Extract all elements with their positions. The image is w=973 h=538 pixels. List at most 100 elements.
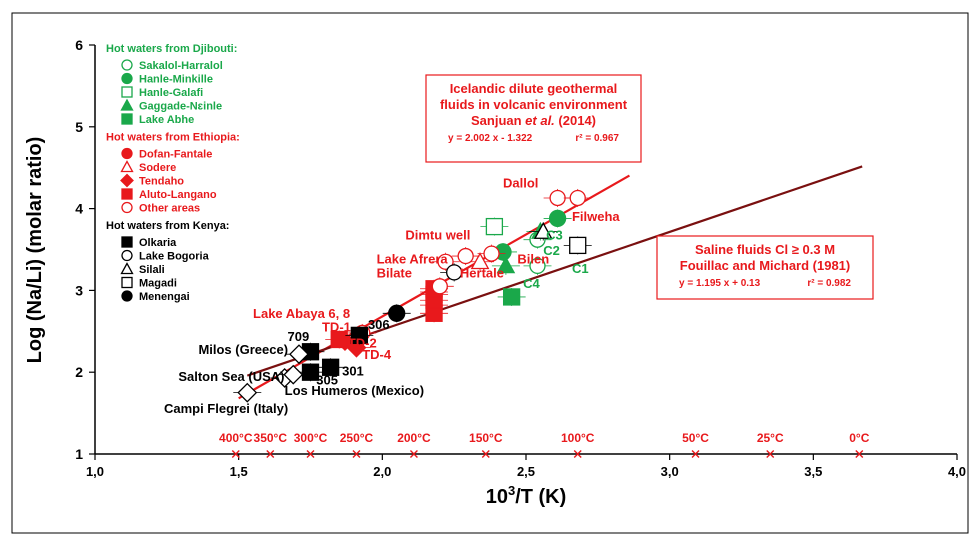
temperature-mark — [266, 450, 275, 458]
temperature-mark — [691, 450, 700, 458]
temperature-mark — [766, 450, 775, 458]
data-point — [121, 59, 133, 71]
data-point — [321, 358, 340, 376]
temperature-mark — [481, 450, 490, 458]
data-point — [569, 236, 587, 255]
temperature-label: 50°C — [682, 431, 709, 445]
legend-group-title: Hot waters from Djibouti: — [106, 43, 237, 55]
data-point — [120, 160, 134, 173]
temperature-label: 200°C — [397, 431, 431, 445]
point-annotation: Lake Afrera — [377, 251, 449, 266]
point-annotation: Filweha — [572, 209, 620, 224]
data-point — [470, 252, 490, 270]
point-annotation: C2 — [543, 243, 560, 258]
legend-entry-label: Gaggade-Nɛinle — [139, 101, 222, 113]
legend-entry-label: Olkaria — [139, 237, 177, 249]
temperature-mark — [409, 450, 418, 458]
point-annotation: 305 — [316, 372, 338, 387]
equation-text: y = 2.002 x - 1.322 — [448, 133, 533, 144]
data-point — [485, 217, 504, 236]
temperature-label: 350°C — [254, 431, 288, 445]
equation-box-line: Icelandic dilute geothermal — [450, 81, 618, 96]
y-tick-label: 3 — [75, 282, 83, 298]
point-annotation: Bilate — [377, 265, 412, 280]
x-tick-label: 3,5 — [804, 464, 822, 479]
point-annotation: TD-2 — [348, 336, 377, 351]
y-tick-label: 4 — [75, 201, 83, 217]
point-annotation: Campi Flegrei (Italy) — [164, 401, 288, 416]
temperature-label: 0°C — [849, 431, 869, 445]
legend-group-title: Hot waters from Kenya: — [106, 220, 229, 232]
equation-text: y = 1.195 x + 0.13 — [679, 278, 761, 289]
point-annotation: Salton Sea (USA) — [178, 369, 284, 384]
legend-entry-label: Aluto-Langano — [139, 189, 217, 201]
point-annotation: Los Humeros (Mexico) — [285, 383, 424, 398]
temperature-mark — [855, 450, 864, 458]
legend-entry-label: Sodere — [139, 162, 176, 174]
data-point — [121, 188, 133, 200]
data-point — [120, 98, 134, 111]
data-point — [431, 278, 448, 295]
legend-entry-label: Dofan-Fantale — [139, 149, 212, 161]
point-annotation: Hertale — [460, 265, 504, 280]
data-point — [549, 189, 566, 207]
x-tick-label: 4,0 — [948, 464, 966, 479]
legend-entry-label: Magadi — [139, 278, 177, 290]
temperature-mark — [352, 450, 361, 458]
data-point — [350, 326, 368, 345]
temperature-label: 25°C — [757, 431, 784, 445]
data-point — [120, 173, 134, 188]
temperature-label: 300°C — [294, 431, 328, 445]
r-squared-text: r² = 0.967 — [575, 133, 619, 144]
point-annotation: 306 — [368, 317, 390, 332]
data-point — [529, 257, 546, 275]
temperature-label: 100°C — [561, 431, 595, 445]
y-tick-label: 2 — [75, 364, 83, 380]
equation-box — [425, 74, 642, 163]
legend-entry-label: Sakalol-Harralol — [139, 60, 223, 72]
equation-box-line: Sanjuan et al. (2014) — [471, 113, 596, 128]
x-axis-label: 103/T (K) — [486, 483, 567, 508]
data-point — [121, 147, 133, 160]
x-tick-label: 2,5 — [517, 464, 535, 479]
data-point — [533, 221, 553, 239]
temperature-mark — [573, 450, 582, 458]
legend-entry-label: Silali — [139, 264, 165, 276]
legend-entry-label: Lake Abhe — [139, 114, 194, 126]
point-annotation: 709 — [288, 329, 310, 344]
point-annotation: C4 — [523, 276, 540, 291]
data-point — [121, 72, 133, 85]
point-annotation: Dimtu well — [405, 228, 470, 243]
point-annotation: 301 — [342, 363, 364, 378]
x-tick-label: 2,0 — [373, 464, 391, 479]
temperature-label: 400°C — [219, 431, 253, 445]
point-annotation: TD-4 — [362, 347, 392, 362]
data-point — [121, 290, 133, 302]
y-tick-label: 5 — [75, 119, 83, 135]
data-point — [301, 363, 320, 381]
temperature-label: 250°C — [340, 431, 374, 445]
temperature-mark — [231, 450, 240, 458]
point-annotation: Dallol — [503, 175, 538, 190]
legend-entry-label: Other areas — [139, 203, 200, 215]
data-point — [457, 247, 474, 265]
point-annotation: Bilen — [517, 251, 549, 266]
data-point — [437, 253, 454, 270]
data-point — [388, 304, 406, 322]
data-point — [569, 189, 586, 207]
temperature-mark — [306, 450, 315, 458]
x-tick-label: 3,0 — [661, 464, 679, 479]
legend-group-title: Hot waters from Ethiopia: — [106, 132, 240, 144]
plot-area: 1,0 1,5 2,0 2,5 3,0 3,5 4,0 1 2 3 4 5 6 400°C 350°C 300… — [75, 37, 966, 479]
data-point — [121, 249, 133, 262]
data-point — [330, 330, 348, 349]
data-point — [237, 382, 258, 403]
y-tick-label: 1 — [75, 446, 83, 462]
point-annotation: C3 — [546, 228, 563, 243]
temperature-label: 150°C — [469, 431, 503, 445]
equation-box-line: Saline fluids Cl ≥ 0.3 M — [695, 242, 835, 257]
point-annotation: Lake Abaya 6, 8 — [253, 306, 350, 321]
x-tick-label: 1,5 — [230, 464, 248, 479]
data-point — [446, 264, 463, 281]
